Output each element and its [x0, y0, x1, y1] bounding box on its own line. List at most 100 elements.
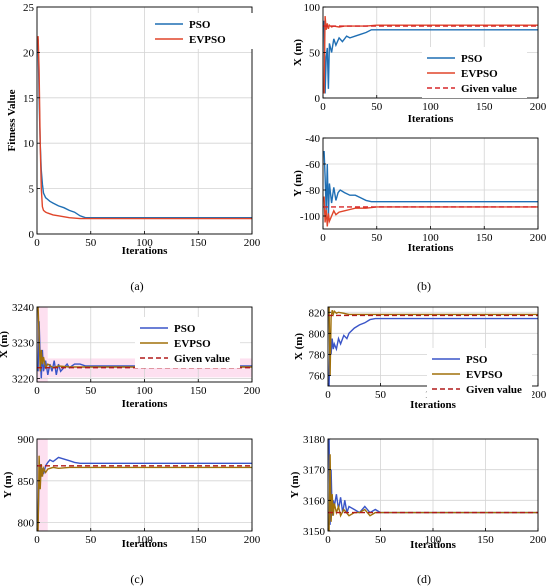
x-tick-label: 100 — [136, 385, 153, 397]
y-tick-label: 25 — [23, 2, 35, 14]
legend-label: EVPSO — [174, 338, 211, 350]
x-tick-label: 100 — [422, 232, 439, 244]
chart-a: 0 50 100 150 200 0 5 10 15 20 25 Iterations Fitness … — [6, 2, 261, 257]
y-tick-label: 800 — [18, 518, 35, 530]
chart-d-top: 050100150200760780800820IterationsX (m)P… — [293, 306, 547, 411]
legend: PSO EVPSO Given value — [427, 348, 532, 399]
y-tick-label: -40 — [305, 133, 320, 145]
series-line-pso — [323, 20, 538, 94]
y-tick-label: 3220 — [12, 373, 35, 385]
chart-c-top: 0 50 100 150 200 3220 3230 3240 Iterations X (m) P… — [0, 302, 261, 410]
y-axis-label: Y (m) — [292, 170, 304, 197]
y-tick-label: 760 — [309, 370, 326, 382]
legend-label: Given value — [461, 83, 517, 95]
caption-c: (c) — [130, 572, 143, 586]
x-tick-label: 0 — [320, 101, 326, 113]
x-tick-label: 100 — [136, 237, 153, 249]
x-tick-label: 200 — [530, 534, 547, 546]
x-tick-label: 0 — [325, 389, 331, 401]
chart-d-bottom: 0 50 100 150 200 3150 3160 3170 3180 Iterations Y … — [289, 434, 547, 551]
x-tick-label: 200 — [244, 534, 261, 546]
x-axis-label: Iterations — [410, 399, 457, 411]
y-tick-label: 15 — [23, 93, 35, 105]
y-tick-label: 3160 — [303, 495, 326, 507]
chart-b-bottom: 0 50 100 150 200 -100 -80 -60 -40 Iterations Y (m) — [292, 133, 547, 254]
caption-d: (d) — [417, 572, 431, 586]
series-line-pso — [37, 38, 252, 219]
legend-label: Given value — [174, 353, 230, 365]
y-tick-label: 5 — [29, 184, 35, 196]
x-tick-label: 50 — [85, 385, 97, 397]
y-tick-label: 50 — [309, 48, 321, 60]
charts-layer: 0 50 100 150 200 0 5 10 15 20 25 Iterations Fitness … — [0, 2, 547, 551]
y-tick-label: -100 — [300, 211, 321, 223]
legend-label: EVPSO — [189, 34, 226, 46]
legend-label: PSO — [466, 354, 488, 366]
y-tick-label: 3230 — [12, 338, 35, 350]
series-line-evpso — [37, 36, 252, 220]
x-tick-label: 200 — [530, 389, 547, 401]
x-tick-label: 0 — [34, 534, 40, 546]
y-tick-label: -80 — [305, 185, 320, 197]
x-axis-label: Iterations — [408, 113, 455, 125]
legend-box — [150, 13, 255, 49]
series-line-evpso — [37, 455, 252, 531]
x-tick-label: 150 — [476, 101, 493, 113]
y-axis-label: Fitness Value — [6, 89, 18, 151]
highlight-band — [37, 307, 48, 382]
x-tick-label: 50 — [85, 237, 97, 249]
x-tick-label: 50 — [371, 101, 383, 113]
series-line-pso — [328, 317, 538, 386]
y-tick-label: 3170 — [303, 465, 326, 477]
legend: PSO EVPSO — [150, 13, 255, 49]
x-tick-label: 150 — [190, 237, 207, 249]
x-tick-label: 0 — [34, 385, 40, 397]
y-tick-label: 3180 — [303, 434, 326, 446]
legend: PSO EVPSO Given value — [422, 47, 527, 98]
x-tick-label: 0 — [325, 534, 331, 546]
x-axis-label: Iterations — [122, 398, 169, 410]
x-axis-label: Iterations — [122, 538, 169, 550]
x-tick-label: 0 — [34, 237, 40, 249]
legend-label: PSO — [174, 323, 196, 335]
y-tick-label: 780 — [309, 349, 326, 361]
x-axis-label: Iterations — [122, 245, 169, 257]
x-tick-label: 100 — [425, 534, 442, 546]
y-tick-label: 100 — [304, 2, 321, 14]
series-line-evpso — [328, 454, 538, 531]
caption-a: (a) — [130, 279, 143, 293]
x-tick-label: 200 — [530, 101, 547, 113]
y-tick-label: 10 — [23, 138, 35, 150]
x-tick-label: 50 — [375, 534, 387, 546]
y-tick-label: 820 — [309, 307, 326, 319]
y-axis-label: Y (m) — [2, 471, 14, 498]
x-tick-label: 50 — [85, 534, 97, 546]
legend-label: EVPSO — [461, 68, 498, 80]
x-tick-label: 150 — [190, 534, 207, 546]
y-axis-label: X (m) — [293, 333, 305, 361]
y-tick-label: 20 — [23, 47, 35, 59]
x-tick-label: 0 — [320, 232, 326, 244]
chart-c-bottom: 0 50 100 150 200 800 850 900 Iterations Y (m) — [2, 434, 261, 550]
x-axis-label: Iterations — [410, 539, 457, 551]
x-tick-label: 100 — [422, 101, 439, 113]
caption-b: (b) — [417, 279, 431, 293]
legend-label: EVPSO — [466, 369, 503, 381]
y-axis-label: Y (m) — [289, 471, 301, 498]
legend: PSO EVPSO Given value — [135, 317, 240, 368]
y-tick-label: 0 — [315, 93, 321, 105]
y-axis-label: X (m) — [292, 39, 304, 67]
series-line-pso — [323, 150, 538, 217]
x-tick-label: 100 — [136, 534, 153, 546]
y-tick-label: 3150 — [303, 526, 326, 538]
legend-label: PSO — [189, 19, 211, 31]
y-tick-label: 3240 — [12, 302, 35, 314]
x-tick-label: 200 — [244, 237, 261, 249]
x-tick-label: 150 — [477, 534, 494, 546]
y-axis-label: X (m) — [0, 331, 10, 359]
x-tick-label: 50 — [371, 232, 383, 244]
y-tick-label: -60 — [305, 159, 320, 171]
x-tick-label: 200 — [530, 232, 547, 244]
